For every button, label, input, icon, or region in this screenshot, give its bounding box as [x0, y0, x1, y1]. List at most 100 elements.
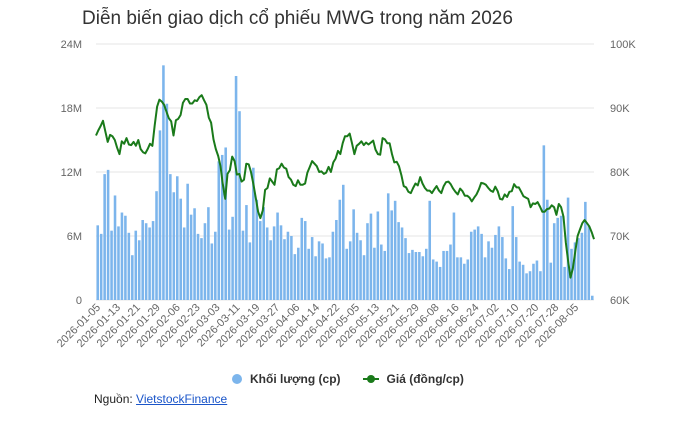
- volume-bar[interactable]: [345, 248, 349, 300]
- legend-item-volume[interactable]: Khối lượng (cp): [232, 372, 341, 386]
- volume-bar[interactable]: [331, 231, 335, 300]
- volume-bar[interactable]: [532, 263, 535, 300]
- volume-bar[interactable]: [528, 271, 532, 300]
- volume-bar[interactable]: [490, 247, 494, 300]
- volume-bar[interactable]: [155, 191, 158, 300]
- volume-bar[interactable]: [210, 243, 214, 300]
- volume-bar[interactable]: [438, 266, 442, 300]
- volume-bar[interactable]: [265, 227, 269, 300]
- volume-bar[interactable]: [445, 250, 449, 300]
- volume-bar[interactable]: [220, 154, 224, 300]
- volume-bar[interactable]: [341, 184, 345, 300]
- volume-bar[interactable]: [307, 248, 310, 300]
- volume-bar[interactable]: [286, 231, 290, 300]
- volume-bar[interactable]: [124, 215, 127, 300]
- volume-bar[interactable]: [577, 238, 580, 300]
- volume-bar[interactable]: [141, 220, 144, 300]
- volume-bar[interactable]: [106, 169, 110, 300]
- volume-bar[interactable]: [487, 241, 490, 300]
- volume-bar[interactable]: [186, 183, 189, 300]
- volume-bar[interactable]: [214, 231, 217, 300]
- volume-bar[interactable]: [414, 252, 418, 300]
- volume-bar[interactable]: [525, 273, 528, 300]
- volume-bar[interactable]: [507, 269, 511, 300]
- volume-bar[interactable]: [134, 230, 138, 300]
- volume-bar[interactable]: [227, 229, 231, 300]
- volume-bar[interactable]: [573, 242, 577, 300]
- volume-bar[interactable]: [335, 220, 338, 300]
- volume-bar[interactable]: [584, 201, 587, 300]
- volume-bar[interactable]: [411, 249, 414, 300]
- volume-bar[interactable]: [563, 266, 566, 300]
- volume-bar[interactable]: [276, 212, 279, 300]
- volume-bar[interactable]: [348, 241, 352, 300]
- volume-bar[interactable]: [393, 200, 397, 300]
- volume-bar[interactable]: [456, 257, 459, 300]
- volume-bar[interactable]: [376, 211, 380, 300]
- volume-bar[interactable]: [518, 261, 521, 300]
- volume-bar[interactable]: [514, 237, 518, 300]
- volume-bar[interactable]: [521, 264, 525, 300]
- volume-bar[interactable]: [535, 260, 539, 300]
- volume-bar[interactable]: [151, 221, 155, 300]
- volume-bar[interactable]: [449, 244, 452, 300]
- volume-bar[interactable]: [238, 111, 241, 300]
- volume-bar[interactable]: [590, 295, 594, 300]
- volume-bar[interactable]: [272, 226, 276, 300]
- volume-bar[interactable]: [407, 253, 411, 300]
- volume-bar[interactable]: [546, 199, 549, 300]
- volume-bar[interactable]: [483, 257, 487, 300]
- volume-bar[interactable]: [504, 258, 508, 300]
- volume-bar[interactable]: [566, 197, 570, 300]
- volume-bar[interactable]: [424, 248, 428, 300]
- volume-bar[interactable]: [324, 258, 328, 300]
- volume-bar[interactable]: [245, 205, 248, 300]
- volume-bar[interactable]: [383, 250, 387, 300]
- volume-bar[interactable]: [373, 247, 376, 300]
- volume-bar[interactable]: [469, 231, 473, 300]
- volume-bar[interactable]: [165, 103, 169, 300]
- volume-bar[interactable]: [390, 210, 393, 300]
- volume-bar[interactable]: [269, 240, 272, 300]
- volume-bar[interactable]: [99, 233, 103, 300]
- volume-bar[interactable]: [144, 223, 148, 300]
- volume-bar[interactable]: [314, 256, 317, 300]
- volume-bar[interactable]: [297, 247, 300, 300]
- volume-bar[interactable]: [466, 259, 470, 300]
- volume-bar[interactable]: [539, 271, 542, 300]
- volume-bar[interactable]: [193, 208, 196, 300]
- volume-bar[interactable]: [317, 241, 321, 300]
- volume-bar[interactable]: [556, 217, 559, 300]
- volume-bar[interactable]: [511, 206, 515, 300]
- volume-bar[interactable]: [404, 238, 407, 300]
- legend-item-price[interactable]: Giá (đồng/cp): [362, 372, 464, 386]
- volume-bar[interactable]: [252, 167, 255, 300]
- volume-bar[interactable]: [279, 225, 283, 300]
- volume-bar[interactable]: [217, 161, 221, 300]
- volume-bar[interactable]: [300, 217, 304, 300]
- volume-bar[interactable]: [473, 229, 476, 300]
- volume-bar[interactable]: [158, 130, 162, 300]
- volume-bar[interactable]: [428, 200, 432, 300]
- volume-bar[interactable]: [459, 257, 463, 300]
- volume-bar[interactable]: [421, 256, 425, 300]
- volume-bar[interactable]: [182, 227, 186, 300]
- volume-bar[interactable]: [179, 198, 183, 300]
- volume-bar[interactable]: [103, 174, 106, 300]
- volume-bar[interactable]: [435, 261, 438, 300]
- volume-bar[interactable]: [162, 65, 165, 300]
- volume-bar[interactable]: [231, 216, 234, 300]
- volume-bar[interactable]: [501, 237, 504, 300]
- volume-bar[interactable]: [442, 250, 445, 300]
- source-link[interactable]: VietstockFinance: [136, 392, 228, 406]
- volume-bar[interactable]: [169, 174, 172, 300]
- volume-bar[interactable]: [369, 213, 373, 300]
- volume-bar[interactable]: [110, 230, 113, 300]
- volume-bar[interactable]: [463, 263, 466, 300]
- volume-bar[interactable]: [127, 232, 131, 300]
- volume-bar[interactable]: [476, 226, 480, 300]
- volume-bar[interactable]: [400, 227, 404, 300]
- volume-bar[interactable]: [497, 226, 501, 300]
- volume-bar[interactable]: [431, 259, 435, 300]
- volume-bar[interactable]: [241, 230, 245, 300]
